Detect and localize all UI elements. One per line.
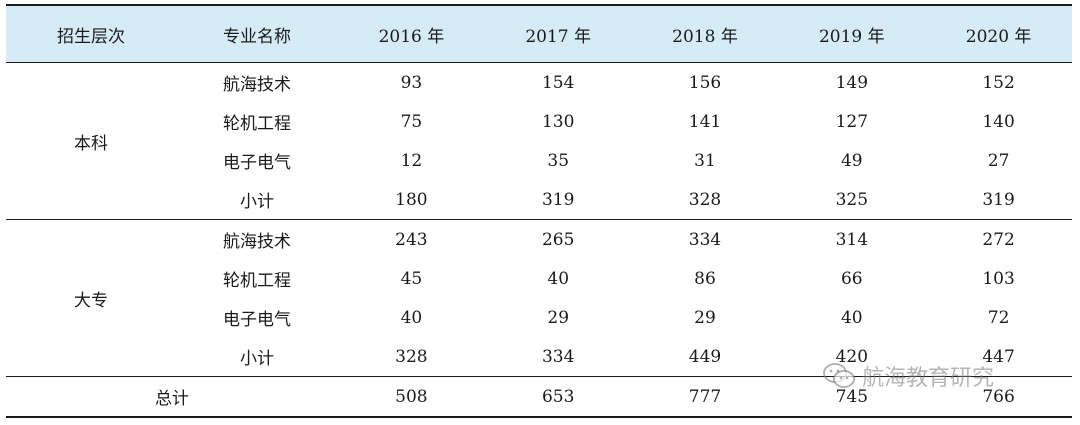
- value-cell: 449: [631, 337, 779, 377]
- major-cell: 电子电气: [223, 153, 291, 173]
- value-cell: 325: [778, 180, 926, 220]
- table-body: 本科 航海技术 93 154 156 149 152 轮机工程 75 130 1…: [6, 62, 1072, 418]
- value-cell: 45: [400, 268, 423, 289]
- value-cell: 156: [688, 72, 722, 93]
- value-cell: 27: [987, 150, 1010, 171]
- header-year-2018: 2018 年: [631, 4, 779, 63]
- enrollment-table: 招生层次 专业名称 2016 年 2017 年 2018 年 2019 年 20…: [6, 4, 1072, 418]
- total-row: 总计 508 653 777 745 766: [6, 376, 1072, 418]
- value-cell: 40: [547, 268, 570, 289]
- value-cell: 141: [688, 111, 722, 132]
- total-value-cell: 745: [778, 376, 926, 418]
- value-cell: 31: [694, 150, 716, 171]
- total-label: 总计: [6, 376, 338, 418]
- major-cell: 小计: [176, 180, 338, 220]
- value-cell: 319: [925, 180, 1072, 220]
- major-cell: 小计: [176, 337, 338, 377]
- subtotal-row: 小计 180 319 328 325 319: [6, 180, 1072, 220]
- value-cell: 319: [484, 180, 632, 220]
- value-cell: 243: [395, 229, 428, 250]
- table-row: 轮机工程 45 40 86 66 103: [6, 259, 1072, 298]
- value-cell: 314: [835, 229, 869, 250]
- total-value-cell: 766: [925, 376, 1072, 418]
- header-level: 招生层次: [6, 4, 176, 63]
- value-cell: 154: [541, 72, 575, 93]
- major-cell: 轮机工程: [223, 114, 291, 134]
- value-cell: 75: [400, 111, 423, 132]
- value-cell: 149: [835, 72, 869, 93]
- value-cell: 127: [835, 111, 869, 132]
- value-cell: 72: [987, 307, 1010, 328]
- total-value-cell: 777: [631, 376, 779, 418]
- value-cell: 40: [840, 307, 863, 328]
- value-cell: 272: [982, 229, 1015, 250]
- value-cell: 103: [982, 268, 1015, 289]
- value-cell: 93: [400, 72, 423, 93]
- value-cell: 130: [541, 111, 575, 132]
- value-cell: 66: [840, 268, 863, 289]
- value-cell: 334: [484, 337, 632, 377]
- major-cell: 航海技术: [223, 232, 291, 252]
- value-cell: 328: [338, 337, 485, 377]
- value-cell: 152: [982, 72, 1015, 93]
- table-row: 大专 航海技术 243 265 334 314 272: [6, 219, 1072, 377]
- value-cell: 140: [982, 111, 1015, 132]
- value-cell: 86: [694, 268, 716, 289]
- header-year-2017: 2017 年: [484, 4, 632, 63]
- value-cell: 265: [541, 229, 575, 250]
- header-year-2016: 2016 年: [338, 4, 485, 63]
- subtotal-row: 小计 328 334 449 420 447: [6, 337, 1072, 377]
- major-cell: 电子电气: [223, 310, 291, 330]
- level-cell-junior-college: 大专: [6, 219, 176, 377]
- header-major: 专业名称: [176, 4, 338, 63]
- value-cell: 334: [688, 229, 722, 250]
- header-row: 招生层次 专业名称 2016 年 2017 年 2018 年 2019 年 20…: [6, 4, 1072, 63]
- table-row: 轮机工程 75 130 141 127 140: [6, 102, 1072, 141]
- value-cell: 12: [400, 150, 423, 171]
- value-cell: 40: [400, 307, 423, 328]
- value-cell: 328: [631, 180, 779, 220]
- value-cell: 447: [925, 337, 1072, 377]
- value-cell: 180: [338, 180, 485, 220]
- value-cell: 35: [547, 150, 570, 171]
- major-cell: 航海技术: [223, 75, 291, 95]
- header-year-2020: 2020 年: [925, 4, 1072, 63]
- major-cell: 轮机工程: [223, 271, 291, 291]
- value-cell: 29: [694, 307, 716, 328]
- table-row: 电子电气 12 35 31 49 27: [6, 141, 1072, 180]
- value-cell: 29: [547, 307, 570, 328]
- table-header: 招生层次 专业名称 2016 年 2017 年 2018 年 2019 年 20…: [6, 4, 1072, 63]
- total-value-cell: 653: [484, 376, 632, 418]
- table-row: 电子电气 40 29 29 40 72: [6, 298, 1072, 337]
- enrollment-table-container: 招生层次 专业名称 2016 年 2017 年 2018 年 2019 年 20…: [6, 4, 1072, 418]
- total-value-cell: 508: [338, 376, 485, 418]
- header-year-2019: 2019 年: [778, 4, 926, 63]
- value-cell: 420: [778, 337, 926, 377]
- value-cell: 49: [840, 150, 863, 171]
- table-row: 本科 航海技术 93 154 156 149 152: [6, 62, 1072, 220]
- level-cell-undergraduate: 本科: [6, 62, 176, 220]
